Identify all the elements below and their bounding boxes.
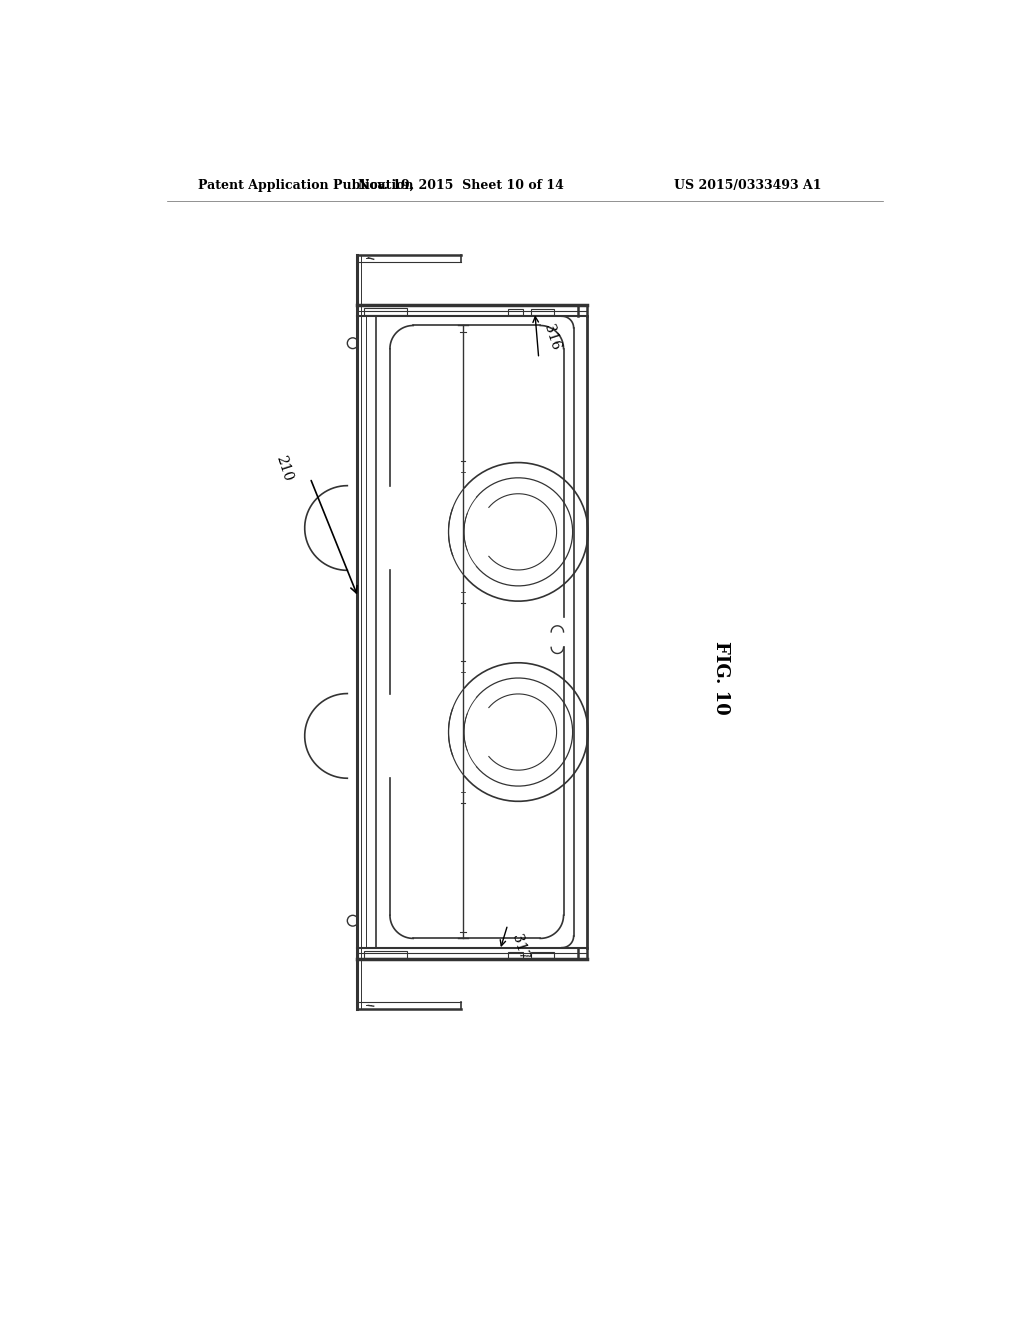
- Bar: [508, 309, 523, 314]
- Text: 316: 316: [541, 323, 562, 352]
- Bar: [531, 309, 554, 314]
- Text: Nov. 19, 2015  Sheet 10 of 14: Nov. 19, 2015 Sheet 10 of 14: [358, 178, 564, 191]
- Text: 210: 210: [273, 453, 295, 483]
- Bar: [365, 950, 407, 958]
- Bar: [365, 308, 407, 314]
- Bar: [508, 952, 523, 958]
- Text: Patent Application Publication: Patent Application Publication: [198, 178, 414, 191]
- Text: US 2015/0333493 A1: US 2015/0333493 A1: [674, 178, 821, 191]
- Text: 317: 317: [509, 932, 530, 962]
- Bar: [531, 952, 554, 958]
- Text: FIG. 10: FIG. 10: [712, 642, 730, 715]
